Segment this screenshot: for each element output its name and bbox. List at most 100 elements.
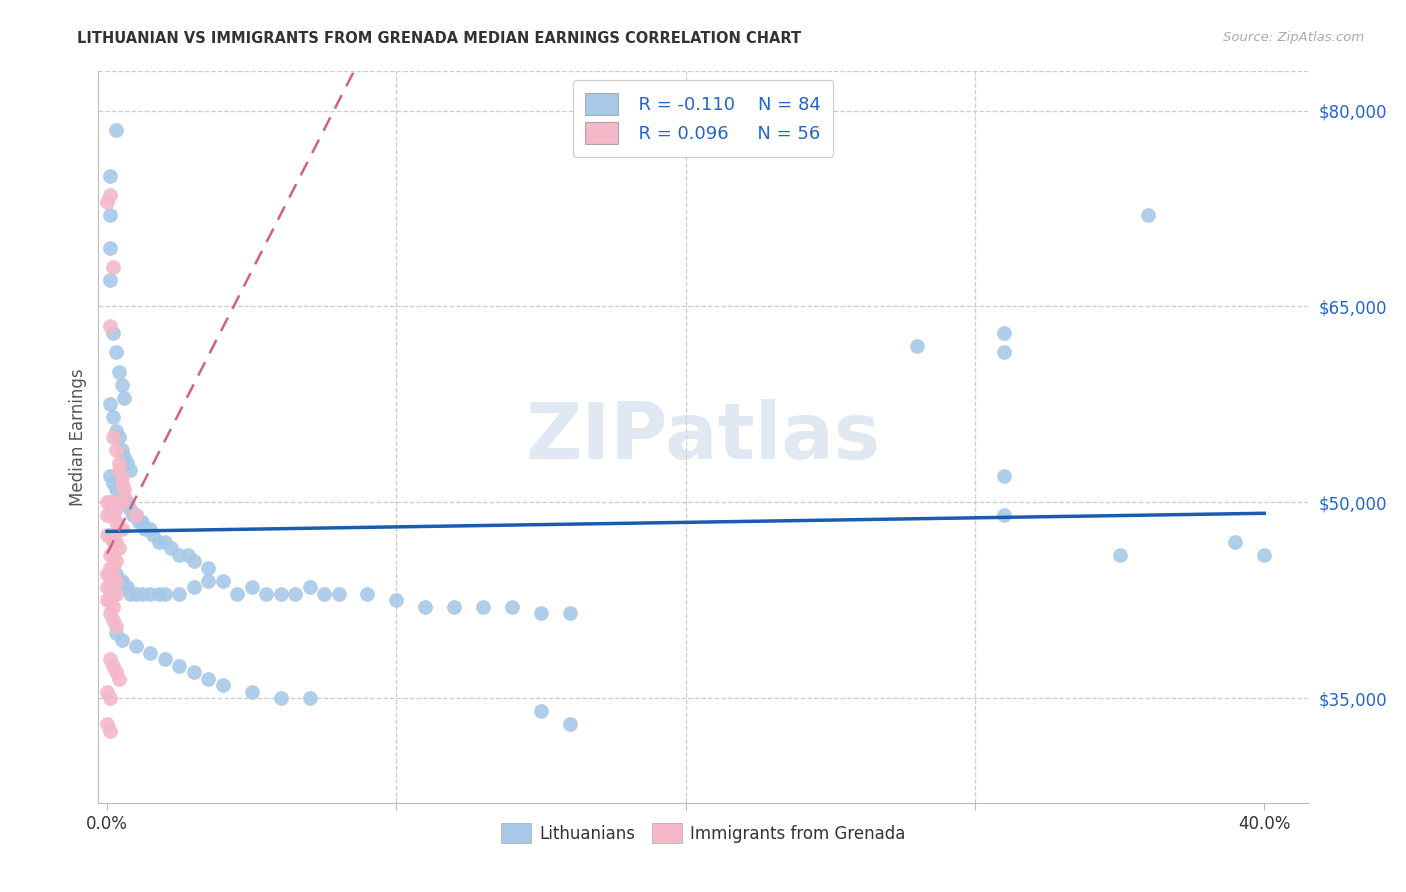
Point [530,607,553,621]
Point [197,672,219,686]
Point [104,619,127,633]
Point [110,489,132,503]
Text: Source: ZipAtlas.com: Source: ZipAtlas.com [1223,31,1364,45]
Legend: Lithuanians, Immigrants from Grenada: Lithuanians, Immigrants from Grenada [494,817,912,849]
Point [298,691,321,706]
Point [101,658,124,673]
Point [110,443,132,458]
Point [107,483,129,497]
Point [98,652,121,666]
Point [240,685,263,699]
Point [148,534,170,549]
Point [107,365,129,379]
Point [107,456,129,470]
Point [98,241,121,255]
Point [443,599,465,614]
Point [122,508,145,523]
Point [110,495,132,509]
Point [104,534,127,549]
Point [110,475,132,490]
Point [101,587,124,601]
Point [107,430,129,444]
Point [501,599,523,614]
Point [385,593,408,607]
Point [98,607,121,621]
Point [413,599,436,614]
Point [104,665,127,680]
Point [125,587,148,601]
Point [96,194,118,209]
Point [98,548,121,562]
Point [254,587,277,601]
Point [197,574,219,588]
Point [107,672,129,686]
Point [270,587,292,601]
Point [101,574,124,588]
Point [312,587,335,601]
Point [98,508,121,523]
Point [104,483,127,497]
Point [211,574,233,588]
Y-axis label: Median Earnings: Median Earnings [69,368,87,506]
Point [117,456,139,470]
Point [98,560,121,574]
Point [169,548,191,562]
Point [104,123,127,137]
Point [96,580,118,594]
Point [104,502,127,516]
Point [125,508,148,523]
Point [96,567,118,582]
Point [110,632,132,647]
Point [131,515,153,529]
Point [153,534,176,549]
Point [98,188,121,202]
Point [110,377,132,392]
Point [284,587,307,601]
Point [134,521,156,535]
Point [142,528,165,542]
Point [101,260,124,275]
Point [183,580,205,594]
Point [153,652,176,666]
Point [125,639,148,653]
Point [117,580,139,594]
Point [177,548,200,562]
Point [98,397,121,411]
Point [101,613,124,627]
Point [993,345,1015,359]
Text: LITHUANIAN VS IMMIGRANTS FROM GRENADA MEDIAN EARNINGS CORRELATION CHART: LITHUANIAN VS IMMIGRANTS FROM GRENADA ME… [77,31,801,46]
Point [98,469,121,483]
Point [197,560,219,574]
Point [1108,548,1130,562]
Point [131,587,153,601]
Point [107,541,129,555]
Point [183,665,205,680]
Point [101,560,124,574]
Point [993,326,1015,340]
Point [356,587,378,601]
Point [328,587,350,601]
Point [114,483,136,497]
Point [101,495,124,509]
Text: ZIPatlas: ZIPatlas [526,399,880,475]
Point [139,521,162,535]
Point [1225,534,1247,549]
Point [104,515,127,529]
Point [1253,548,1275,562]
Point [101,534,124,549]
Point [104,345,127,359]
Point [139,587,162,601]
Point [104,587,127,601]
Point [98,528,121,542]
Point [298,580,321,594]
Point [114,580,136,594]
Point [107,574,129,588]
Point [104,554,127,568]
Point [120,587,142,601]
Point [104,626,127,640]
Point [96,495,118,509]
Point [270,691,292,706]
Point [98,567,121,582]
Point [530,705,553,719]
Point [1137,208,1160,222]
